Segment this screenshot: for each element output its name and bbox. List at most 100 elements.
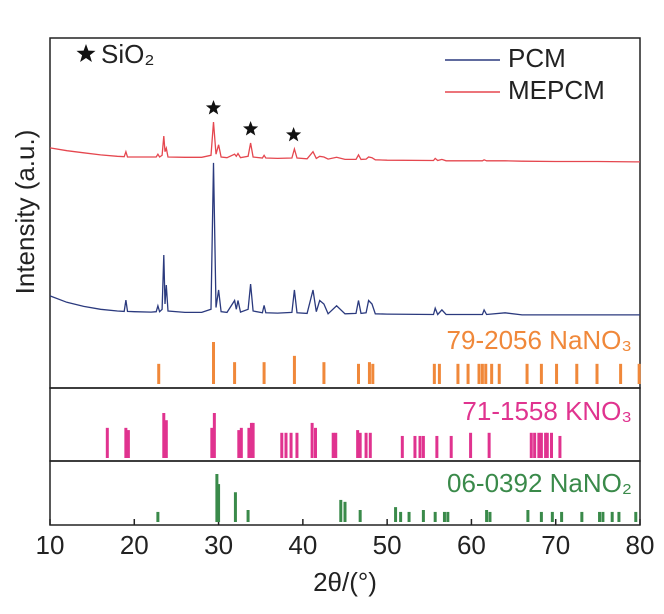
reference-peak xyxy=(156,511,160,522)
reference-peak xyxy=(544,432,548,458)
reference-peak xyxy=(497,363,501,384)
legend-label: PCM xyxy=(508,43,566,73)
reference-peak xyxy=(215,474,219,522)
reference-peak xyxy=(575,363,579,384)
reference-peak xyxy=(637,363,641,384)
reference-peak xyxy=(331,432,335,458)
reference-peak xyxy=(212,342,216,384)
reference-peak xyxy=(284,432,288,458)
reference-peak xyxy=(539,511,543,522)
reference-peak xyxy=(233,492,237,522)
reference-peak xyxy=(249,422,253,458)
reference-peak xyxy=(334,432,338,458)
reference-label: 71-1558 KNO₃ xyxy=(462,396,632,426)
reference-peak xyxy=(322,362,326,384)
reference-peak xyxy=(246,510,250,522)
x-tick-label: 30 xyxy=(204,530,233,560)
reference-peak xyxy=(210,427,214,458)
reference-peak xyxy=(619,363,623,384)
reference-peak xyxy=(237,430,241,458)
legend-label: MEPCM xyxy=(508,75,605,105)
reference-peak xyxy=(421,510,425,522)
reference-peak xyxy=(164,420,168,458)
reference-peak xyxy=(598,511,602,522)
reference-peak xyxy=(442,511,446,522)
reference-peak xyxy=(437,363,441,384)
reference-peak xyxy=(162,413,166,458)
x-tick-label: 60 xyxy=(457,530,486,560)
reference-peak xyxy=(601,511,605,522)
reference-peak xyxy=(545,432,549,458)
reference-peak xyxy=(432,363,436,384)
reference-peak xyxy=(407,511,411,522)
reference-peak xyxy=(529,432,533,458)
reference-peak xyxy=(239,427,243,458)
reference-peak xyxy=(262,362,266,384)
reference-peak xyxy=(560,511,564,522)
reference-peak xyxy=(289,432,293,458)
reference-peak xyxy=(400,435,404,458)
reference-peak xyxy=(358,510,362,522)
reference-peak xyxy=(105,427,109,458)
annotation-label: SiO₂ xyxy=(101,39,154,69)
x-tick-label: 70 xyxy=(541,530,570,560)
reference-peak xyxy=(550,511,554,522)
reference-peak xyxy=(456,363,460,384)
x-tick-label: 80 xyxy=(626,530,655,560)
reference-peak xyxy=(247,427,251,458)
reference-peak xyxy=(280,432,284,458)
reference-peak xyxy=(339,499,343,522)
reference-peak xyxy=(539,432,543,458)
line-series xyxy=(49,162,640,316)
reference-peak xyxy=(433,511,437,522)
reference-peak xyxy=(555,363,559,384)
reference-peak xyxy=(292,355,296,384)
reference-peak xyxy=(367,362,371,384)
reference-peak xyxy=(343,501,347,522)
peak-star xyxy=(205,100,222,115)
x-tick-label: 10 xyxy=(36,530,65,560)
reference-peak xyxy=(418,435,422,458)
y-axis-label: Intensity (a.u.) xyxy=(10,130,40,295)
reference-peak xyxy=(399,511,403,522)
reference-peak xyxy=(466,363,470,384)
reference-peak xyxy=(446,511,450,522)
reference-peak xyxy=(526,510,530,522)
reference-peak xyxy=(356,430,360,458)
reference-peak xyxy=(356,363,360,384)
x-tick-label: 20 xyxy=(120,530,149,560)
reference-peak xyxy=(490,363,494,384)
reference-peak xyxy=(580,511,584,522)
reference-peak xyxy=(550,432,553,458)
reference-peak xyxy=(421,435,425,458)
panel-frame xyxy=(49,460,641,526)
reference-peak xyxy=(449,435,453,458)
x-tick-label: 50 xyxy=(373,530,402,560)
peak-star xyxy=(243,121,259,136)
reference-label: 79-2056 NaNO₃ xyxy=(447,325,632,355)
reference-peak xyxy=(617,511,621,522)
x-axis-label: 2θ/(°) xyxy=(313,567,377,597)
reference-peak xyxy=(364,432,368,458)
reference-peak xyxy=(558,435,562,458)
reference-peak xyxy=(488,511,492,522)
reference-peak xyxy=(124,427,128,458)
reference-peak xyxy=(480,363,484,384)
reference-peak xyxy=(634,511,638,522)
line-series xyxy=(49,121,641,163)
reference-peak xyxy=(477,363,481,384)
reference-label: 06-0392 NaNO₂ xyxy=(447,468,632,498)
x-tick-label: 40 xyxy=(288,530,317,560)
reference-peak xyxy=(126,430,130,458)
reference-peak xyxy=(533,432,537,458)
reference-peak xyxy=(217,484,221,522)
reference-peak xyxy=(610,511,614,522)
reference-peak xyxy=(358,432,362,458)
legend-star xyxy=(76,44,96,62)
reference-peak xyxy=(537,432,541,458)
reference-peak xyxy=(595,363,599,384)
reference-peak xyxy=(469,432,473,458)
reference-peak xyxy=(435,435,439,458)
reference-peak xyxy=(413,435,417,458)
reference-peak xyxy=(371,363,375,384)
